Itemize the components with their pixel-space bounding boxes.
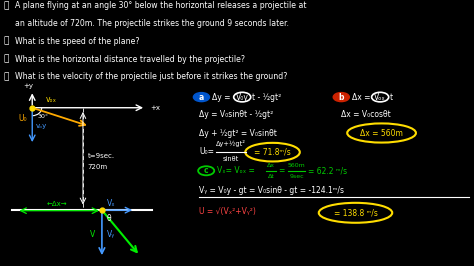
Text: What is the horizontal distance travelled by the projectile?: What is the horizontal distance travelle…	[15, 55, 245, 64]
Circle shape	[333, 93, 349, 102]
Text: U = √(Vₓ²+Vᵧ²): U = √(Vₓ²+Vᵧ²)	[199, 207, 256, 216]
Text: Δx =: Δx =	[352, 93, 373, 102]
Text: What is the velocity of the projectile just before it strikes the ground?: What is the velocity of the projectile j…	[15, 72, 288, 81]
Text: Δx: Δx	[267, 163, 275, 168]
Text: Δy+½gt²: Δy+½gt²	[216, 140, 246, 147]
Text: U₀=: U₀=	[199, 147, 214, 156]
Text: vₒₓ: vₒₓ	[46, 95, 57, 104]
Text: a: a	[199, 93, 204, 102]
Text: t - ½gt²: t - ½gt²	[252, 93, 282, 102]
Text: V₀y: V₀y	[236, 93, 249, 102]
Text: ⓑ: ⓑ	[4, 55, 9, 64]
Text: Δy =: Δy =	[212, 93, 233, 102]
Text: = 138.8 ᵐ/s: = 138.8 ᵐ/s	[334, 208, 377, 217]
Text: c: c	[204, 166, 209, 175]
Text: = 71.8ᵐ/s: = 71.8ᵐ/s	[254, 148, 291, 157]
Text: Δy = V₀sinθt - ½gt²: Δy = V₀sinθt - ½gt²	[199, 110, 273, 119]
Text: Δy + ½gt² = V₀sinθt: Δy + ½gt² = V₀sinθt	[199, 128, 277, 138]
Text: ⓐ: ⓐ	[4, 37, 9, 46]
Text: Vᵧ: Vᵧ	[107, 230, 115, 239]
Text: Vₓ= Vₒₓ =: Vₓ= Vₒₓ =	[217, 166, 257, 175]
Text: Δx = V₀cosθt: Δx = V₀cosθt	[341, 110, 391, 119]
Text: A plane flying at an angle 30° below the horizontal releases a projectile at: A plane flying at an angle 30° below the…	[15, 1, 307, 10]
Text: Vᵧ = V₀y - gt = V₀sinθ - gt = -124.1ᵐ/s: Vᵧ = V₀y - gt = V₀sinθ - gt = -124.1ᵐ/s	[199, 186, 344, 196]
Text: b: b	[338, 93, 344, 102]
Text: 9sec: 9sec	[290, 174, 304, 179]
Text: vₒy: vₒy	[36, 123, 47, 129]
Text: Vₓ: Vₓ	[107, 199, 115, 208]
Text: = 62.2 ᵐ/s: = 62.2 ᵐ/s	[308, 166, 347, 175]
Text: What is the speed of the plane?: What is the speed of the plane?	[15, 37, 140, 46]
Text: ←Δx→: ←Δx→	[46, 201, 67, 207]
Text: U₀: U₀	[19, 114, 27, 123]
Text: sinθt: sinθt	[223, 156, 239, 162]
Text: an altitude of 720m. The projectile strikes the ground 9 seconds later.: an altitude of 720m. The projectile stri…	[15, 19, 289, 28]
Text: +x: +x	[151, 105, 161, 111]
Text: θ: θ	[107, 214, 111, 223]
Text: t=9sec.: t=9sec.	[88, 153, 115, 159]
Text: +y: +y	[23, 83, 34, 89]
Text: 720m: 720m	[88, 164, 108, 170]
Text: t: t	[390, 93, 393, 102]
Text: =: =	[279, 166, 287, 175]
Text: Ⓐ: Ⓐ	[4, 1, 9, 10]
Text: Δx = 560m: Δx = 560m	[360, 128, 403, 138]
Text: ⓒ: ⓒ	[4, 72, 9, 81]
Circle shape	[193, 93, 210, 102]
Text: Δt: Δt	[268, 174, 274, 179]
Text: 560m: 560m	[288, 163, 306, 168]
Text: V: V	[90, 230, 95, 239]
Text: 30°: 30°	[38, 114, 49, 119]
Text: Vₒₓ: Vₒₓ	[374, 93, 386, 102]
Circle shape	[198, 166, 214, 175]
